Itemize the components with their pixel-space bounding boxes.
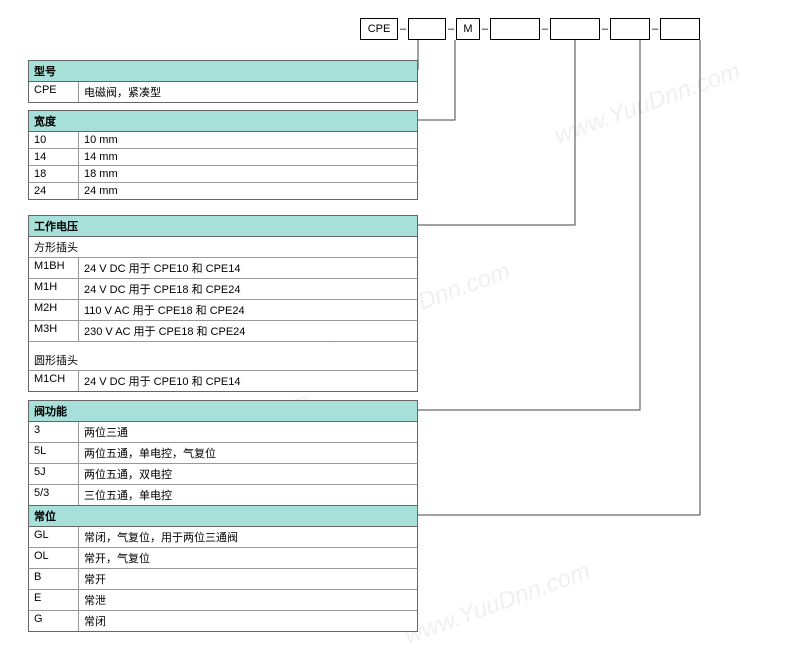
code-cell: OL xyxy=(29,548,79,568)
section-header: 型号 xyxy=(28,60,418,82)
section-4: 常位GL常闭，气复位，用于两位三通阀OL常开，气复位B常开E常泄G常闭 xyxy=(28,505,418,632)
section-0: 型号CPE电磁阀，紧凑型 xyxy=(28,60,418,103)
table-row: 5J两位五通，双电控 xyxy=(28,464,418,485)
code-separator: – xyxy=(446,23,456,35)
code-box-5 xyxy=(610,18,650,40)
desc-cell: 230 V AC 用于 CPE18 和 CPE24 xyxy=(79,321,417,341)
code-cell: M1H xyxy=(29,279,79,299)
desc-cell: 两位五通，单电控，气复位 xyxy=(79,443,417,463)
code-box-6 xyxy=(660,18,700,40)
code-cell: G xyxy=(29,611,79,631)
desc-cell: 电磁阀，紧凑型 xyxy=(79,82,417,102)
desc-cell: 两位三通 xyxy=(79,422,417,442)
code-separator: – xyxy=(650,23,660,35)
table-row: OL常开，气复位 xyxy=(28,548,418,569)
table-row: GL常闭，气复位，用于两位三通阀 xyxy=(28,527,418,548)
code-cell: 18 xyxy=(29,166,79,182)
code-cell: M1BH xyxy=(29,258,79,278)
code-cell: M1CH xyxy=(29,371,79,391)
table-row: M3H230 V AC 用于 CPE18 和 CPE24 xyxy=(28,321,418,342)
code-separator: – xyxy=(480,23,490,35)
code-cell: M2H xyxy=(29,300,79,320)
desc-cell: 24 V DC 用于 CPE18 和 CPE24 xyxy=(79,279,417,299)
code-cell: CPE xyxy=(29,82,79,102)
desc-cell: 常闭 xyxy=(79,611,417,631)
code-box-4 xyxy=(550,18,600,40)
code-box-1 xyxy=(408,18,446,40)
code-separator: – xyxy=(600,23,610,35)
desc-cell: 110 V AC 用于 CPE18 和 CPE24 xyxy=(79,300,417,320)
code-cell: 3 xyxy=(29,422,79,442)
desc-cell: 18 mm xyxy=(79,166,417,182)
table-row: G常闭 xyxy=(28,611,418,632)
table-row: CPE电磁阀，紧凑型 xyxy=(28,82,418,103)
section-2: 工作电压方形插头M1BH24 V DC 用于 CPE10 和 CPE14M1H2… xyxy=(28,215,418,392)
code-box-0: CPE xyxy=(360,18,398,40)
code-selector-row: CPE––M–––– xyxy=(360,18,700,40)
sub-header: 方形插头 xyxy=(28,237,418,258)
code-cell: 24 xyxy=(29,183,79,199)
desc-cell: 常泄 xyxy=(79,590,417,610)
section-3: 阀功能3两位三通5L两位五通，单电控，气复位5J两位五通，双电控5/3三位五通，… xyxy=(28,400,418,506)
desc-cell: 两位五通，双电控 xyxy=(79,464,417,484)
code-cell: M3H xyxy=(29,321,79,341)
table-row: M1H24 V DC 用于 CPE18 和 CPE24 xyxy=(28,279,418,300)
table-row: M2H110 V AC 用于 CPE18 和 CPE24 xyxy=(28,300,418,321)
table-row: 3两位三通 xyxy=(28,422,418,443)
section-header: 阀功能 xyxy=(28,400,418,422)
table-row: 1010 mm xyxy=(28,132,418,149)
desc-cell: 常开 xyxy=(79,569,417,589)
table-row: B常开 xyxy=(28,569,418,590)
section-1: 宽度1010 mm1414 mm1818 mm2424 mm xyxy=(28,110,418,200)
section-header: 工作电压 xyxy=(28,215,418,237)
code-cell: 5J xyxy=(29,464,79,484)
code-box-3 xyxy=(490,18,540,40)
code-cell: 5/3 xyxy=(29,485,79,505)
sub-header: 圆形插头 xyxy=(28,350,418,371)
code-cell: B xyxy=(29,569,79,589)
table-row: 2424 mm xyxy=(28,183,418,200)
code-cell: 10 xyxy=(29,132,79,148)
table-row: 1818 mm xyxy=(28,166,418,183)
table-row: M1CH24 V DC 用于 CPE10 和 CPE14 xyxy=(28,371,418,392)
desc-cell: 24 V DC 用于 CPE10 和 CPE14 xyxy=(79,371,417,391)
code-box-2: M xyxy=(456,18,480,40)
code-cell: 14 xyxy=(29,149,79,165)
desc-cell: 14 mm xyxy=(79,149,417,165)
desc-cell: 24 mm xyxy=(79,183,417,199)
watermark: www.YuuDnn.com xyxy=(401,557,594,650)
table-row: 5L两位五通，单电控，气复位 xyxy=(28,443,418,464)
code-separator: – xyxy=(540,23,550,35)
table-row: 1414 mm xyxy=(28,149,418,166)
desc-cell: 10 mm xyxy=(79,132,417,148)
table-row: 5/3三位五通，单电控 xyxy=(28,485,418,506)
desc-cell: 三位五通，单电控 xyxy=(79,485,417,505)
table-row: M1BH24 V DC 用于 CPE10 和 CPE14 xyxy=(28,258,418,279)
desc-cell: 24 V DC 用于 CPE10 和 CPE14 xyxy=(79,258,417,278)
watermark: www.YuuDnn.com xyxy=(551,57,744,150)
code-cell: 5L xyxy=(29,443,79,463)
code-cell: GL xyxy=(29,527,79,547)
code-separator: – xyxy=(398,23,408,35)
section-header: 常位 xyxy=(28,505,418,527)
section-header: 宽度 xyxy=(28,110,418,132)
desc-cell: 常开，气复位 xyxy=(79,548,417,568)
desc-cell: 常闭，气复位，用于两位三通阀 xyxy=(79,527,417,547)
code-cell: E xyxy=(29,590,79,610)
table-row: E常泄 xyxy=(28,590,418,611)
